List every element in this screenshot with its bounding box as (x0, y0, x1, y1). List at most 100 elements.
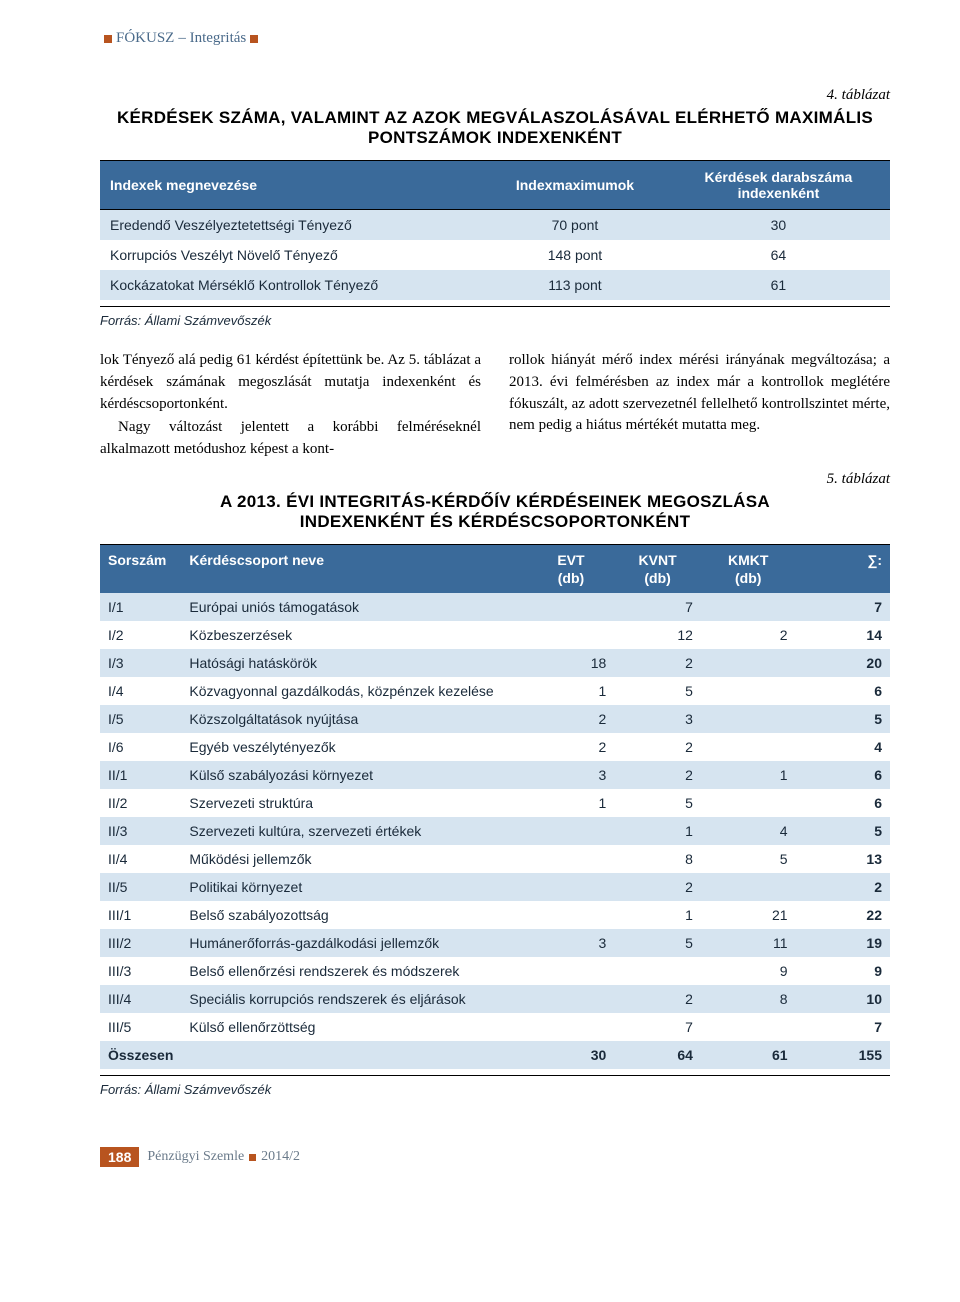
cell-kvnt: 5 (614, 677, 701, 705)
t5-head-kmkt: KMKT (db) (701, 544, 796, 593)
cell-sum: 13 (796, 845, 890, 873)
cell-kmkt: 21 (701, 901, 796, 929)
cell-id: III/3 (100, 957, 181, 985)
cell-id: I/5 (100, 705, 181, 733)
table5-label: 5. táblázat (100, 471, 890, 488)
cell-name: Belső ellenőrzési rendszerek és módszere… (181, 957, 527, 985)
table-row: Korrupciós Veszélyt Növelő Tényező148 po… (100, 240, 890, 270)
table-row: I/5Közszolgáltatások nyújtása235 (100, 705, 890, 733)
table-row: I/4Közvagyonnal gazdálkodás, közpénzek k… (100, 677, 890, 705)
table-row: II/3Szervezeti kultúra, szervezeti érték… (100, 817, 890, 845)
cell-evt (528, 817, 615, 845)
header-title: FÓKUSZ (116, 30, 174, 47)
table4-title: KÉRDÉSEK SZÁMA, VALAMINT AZ AZOK MEGVÁLA… (100, 108, 890, 148)
table-row: Eredendő Veszélyeztetettségi Tényező70 p… (100, 210, 890, 241)
t5-head-kvnt: KVNT (db) (614, 544, 701, 593)
cell-id: III/1 (100, 901, 181, 929)
cell-kvnt: 3 (614, 705, 701, 733)
cell-kvnt: 1 (614, 901, 701, 929)
cell-id: I/6 (100, 733, 181, 761)
header-subtitle: – Integritás (178, 30, 246, 47)
cell-id: II/3 (100, 817, 181, 845)
cell-kvnt: 64 (614, 1041, 701, 1069)
cell-sum: 2 (796, 873, 890, 901)
table-row: III/3Belső ellenőrzési rendszerek és mód… (100, 957, 890, 985)
cell-sum: 155 (796, 1041, 890, 1069)
t4-head-max: Indexmaximumok (483, 161, 667, 210)
cell-kmkt (701, 873, 796, 901)
cell-evt: 30 (528, 1041, 615, 1069)
cell-id: I/4 (100, 677, 181, 705)
cell-name: Egyéb veszélytényezők (181, 733, 527, 761)
cell-sum: 5 (796, 705, 890, 733)
square-icon (249, 1154, 256, 1161)
table-row: II/1Külső szabályozási környezet3216 (100, 761, 890, 789)
cell-sum: 6 (796, 789, 890, 817)
cell-evt (528, 1013, 615, 1041)
cell-kmkt: 61 (701, 1041, 796, 1069)
t5-head-index: Sorszám (100, 544, 181, 593)
table4: Indexek megnevezése Indexmaximumok Kérdé… (100, 160, 890, 300)
cell-sum: 7 (796, 593, 890, 621)
cell-name: Külső ellenőrzöttség (181, 1013, 527, 1041)
cell-name: Korrupciós Veszélyt Növelő Tényező (100, 240, 483, 270)
cell-sum: 20 (796, 649, 890, 677)
table5-title: A 2013. ÉVI INTEGRITÁS-KÉRDŐÍV KÉRDÉSEIN… (100, 492, 890, 532)
cell-name: Eredendő Veszélyeztetettségi Tényező (100, 210, 483, 241)
cell-kvnt: 8 (614, 845, 701, 873)
cell-evt (528, 593, 615, 621)
cell-name: Politikai környezet (181, 873, 527, 901)
cell-evt: 2 (528, 705, 615, 733)
cell-sum: 5 (796, 817, 890, 845)
cell-kvnt: 5 (614, 929, 701, 957)
cell-name: Szervezeti struktúra (181, 789, 527, 817)
cell-kvnt: 2 (614, 873, 701, 901)
cell-count: 61 (667, 270, 890, 300)
cell-sum: 6 (796, 761, 890, 789)
cell-id: I/3 (100, 649, 181, 677)
cell-id: II/1 (100, 761, 181, 789)
table-total-row: Összesen306461155 (100, 1041, 890, 1069)
cell-name: Belső szabályozottság (181, 901, 527, 929)
t5-head-sum: ∑: (796, 544, 890, 593)
cell-kmkt (701, 677, 796, 705)
cell-evt: 1 (528, 677, 615, 705)
cell-kvnt: 2 (614, 733, 701, 761)
cell-id: II/2 (100, 789, 181, 817)
cell-max: 148 pont (483, 240, 667, 270)
table4-source: Forrás: Állami Számvevőszék (100, 313, 890, 328)
cell-kmkt: 4 (701, 817, 796, 845)
table-row: Kockázatokat Mérséklő Kontrollok Tényező… (100, 270, 890, 300)
page-footer: 188 Pénzügyi Szemle 2014/2 (100, 1147, 890, 1167)
table-row: I/6Egyéb veszélytényezők224 (100, 733, 890, 761)
cell-max: 113 pont (483, 270, 667, 300)
cell-kmkt: 2 (701, 621, 796, 649)
cell-name: Közvagyonnal gazdálkodás, közpénzek keze… (181, 677, 527, 705)
cell-evt: 2 (528, 733, 615, 761)
journal-name: Pénzügyi Szemle (147, 1149, 244, 1165)
cell-kmkt: 1 (701, 761, 796, 789)
cell-count: 64 (667, 240, 890, 270)
cell-id: III/2 (100, 929, 181, 957)
cell-name (181, 1041, 527, 1069)
cell-sum: 7 (796, 1013, 890, 1041)
table5-source: Forrás: Állami Számvevőszék (100, 1082, 890, 1097)
cell-id: III/4 (100, 985, 181, 1013)
cell-count: 30 (667, 210, 890, 241)
cell-name: Speciális korrupciós rendszerek és eljár… (181, 985, 527, 1013)
cell-kvnt: 1 (614, 817, 701, 845)
page-header: FÓKUSZ – Integritás (100, 30, 890, 47)
table-row: I/3Hatósági hatáskörök18220 (100, 649, 890, 677)
cell-kvnt: 5 (614, 789, 701, 817)
table4-label: 4. táblázat (100, 87, 890, 104)
cell-name: Európai uniós támogatások (181, 593, 527, 621)
square-icon (250, 35, 258, 43)
cell-id: II/5 (100, 873, 181, 901)
cell-name: Működési jellemzők (181, 845, 527, 873)
cell-sum: 9 (796, 957, 890, 985)
cell-name: Szervezeti kultúra, szervezeti értékek (181, 817, 527, 845)
t4-head-name: Indexek megnevezése (100, 161, 483, 210)
t5-head-evt: EVT (db) (528, 544, 615, 593)
table-row: I/2Közbeszerzések12214 (100, 621, 890, 649)
t4-head-count: Kérdések darabszáma indexenként (667, 161, 890, 210)
